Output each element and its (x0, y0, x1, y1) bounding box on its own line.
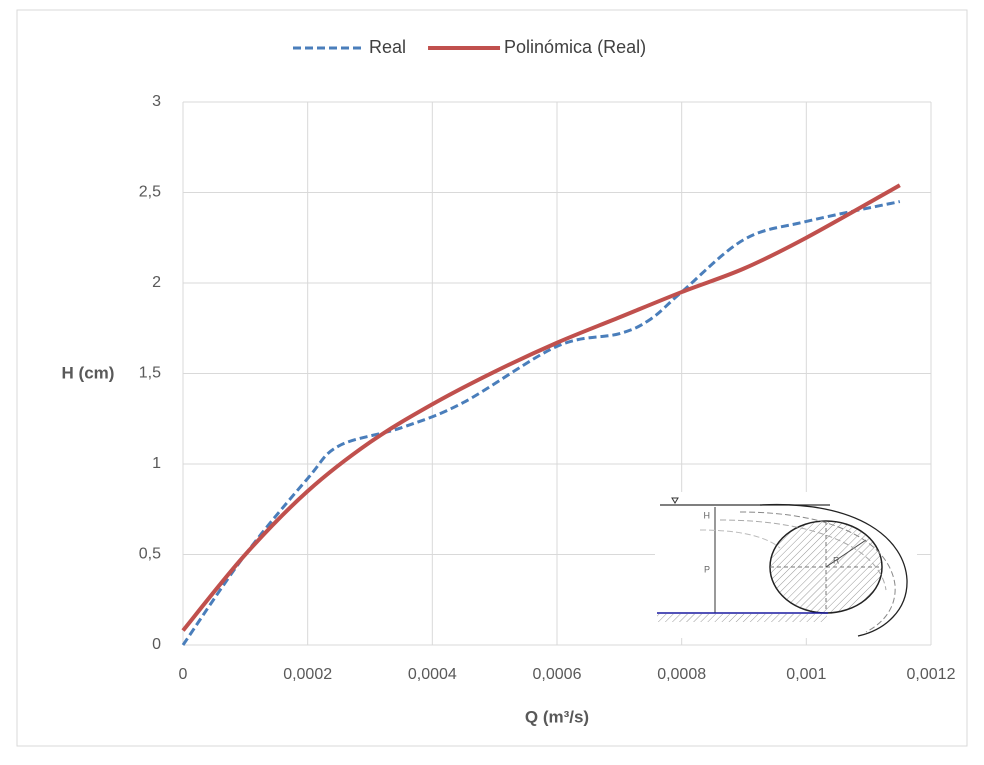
y-tick-label: 0,5 (139, 546, 161, 563)
streamline (719, 519, 887, 591)
ground (657, 614, 827, 622)
x-axis-title: Q (m³/s) (525, 707, 589, 726)
y-tick-label: 3 (152, 93, 161, 110)
y-axis-title: H (cm) (62, 363, 115, 382)
annotation: P (704, 564, 710, 574)
radius (825, 539, 867, 568)
inset-diagram: H P R (655, 492, 917, 638)
series-line (181, 183, 901, 632)
y-tick-label: 0 (152, 636, 161, 653)
series-group (181, 183, 901, 646)
legend-label: Polinómica (Real) (504, 37, 646, 57)
streamline (739, 511, 896, 633)
legend: Real Polinómica (Real) (293, 37, 646, 57)
water-symbol (671, 497, 679, 504)
y-tick-label: 2 (152, 274, 161, 291)
streamline (699, 529, 781, 549)
x-tick-label: 0,0002 (283, 666, 332, 683)
y-tick-label: 2,5 (139, 184, 161, 201)
series-line (181, 200, 901, 646)
x-tick-label: 0,001 (786, 666, 826, 683)
y-tick-label: 1 (152, 455, 161, 472)
legend-label: Real (369, 37, 406, 57)
x-tick-label: 0,0006 (533, 666, 582, 683)
nappe-outer (759, 503, 908, 637)
x-tick-label: 0,0008 (657, 666, 706, 683)
annotation: H (704, 510, 711, 520)
x-tick-label: 0 (179, 666, 188, 683)
x-tick-label: 0,0012 (907, 666, 956, 683)
y-tick-label: 1,5 (139, 365, 161, 382)
annotation: R (833, 555, 840, 565)
grid: 0 0,5 1 1,5 2 2,5 3 0 0,0002 0,0004 0,0006 0,0008 0,… (139, 93, 956, 683)
x-tick-label: 0,0004 (408, 666, 457, 683)
